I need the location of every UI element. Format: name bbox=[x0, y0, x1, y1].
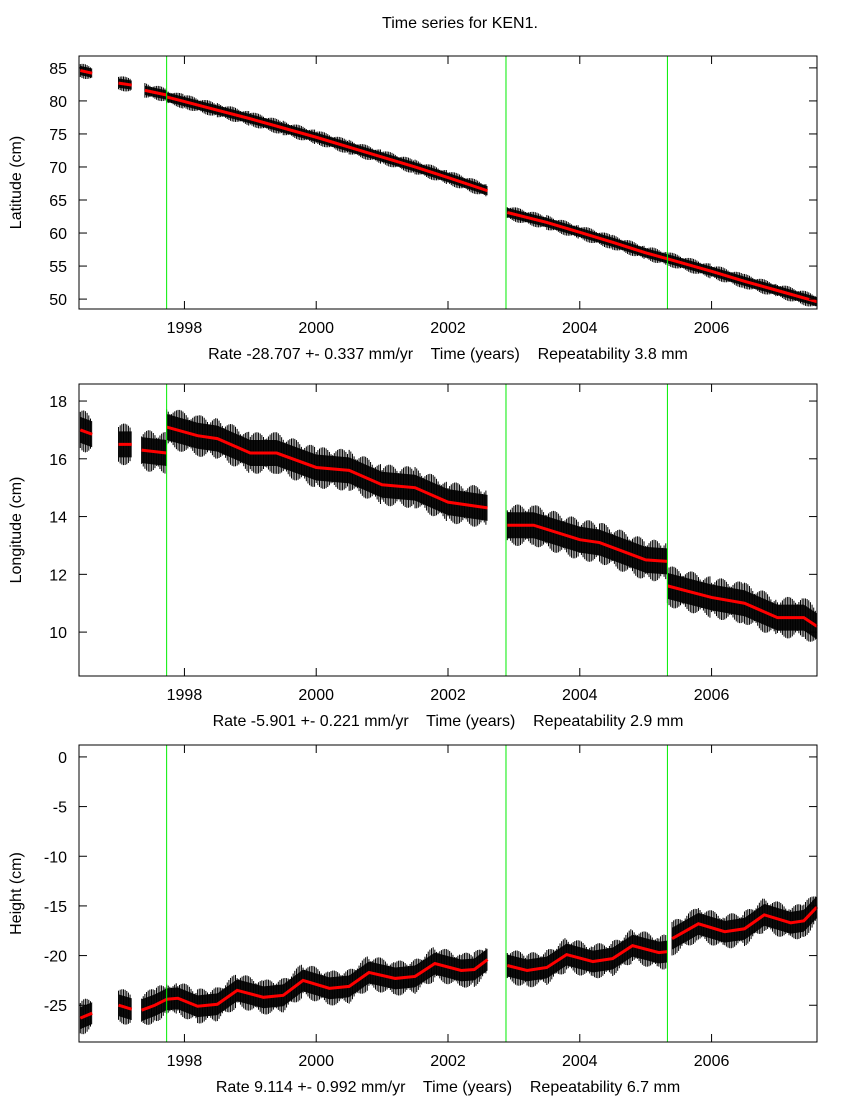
y-tick-label: -25 bbox=[44, 998, 67, 1015]
y-tick-label: 18 bbox=[49, 394, 67, 411]
x-tick-label: 1998 bbox=[167, 320, 203, 337]
x-axis-label: Rate -28.707 +- 0.337 mm/yr Time (years)… bbox=[208, 346, 688, 363]
x-tick-label: 2002 bbox=[430, 1053, 466, 1070]
rate-label: Rate -5.901 +- 0.221 mm/yr bbox=[213, 713, 410, 730]
model-fit-line bbox=[507, 523, 668, 563]
y-tick-label: 85 bbox=[49, 61, 67, 78]
x-tick-label: 2006 bbox=[694, 687, 730, 704]
model-fit-line bbox=[166, 95, 489, 193]
x-tick-label: 1998 bbox=[167, 1053, 203, 1070]
x-axis-label: Rate 9.114 +- 0.992 mm/yr Time (years) R… bbox=[216, 1079, 680, 1096]
model-fit-line bbox=[144, 88, 167, 97]
x-axis-label: Rate -5.901 +- 0.221 mm/yr Time (years) … bbox=[213, 713, 684, 730]
model-fit-line bbox=[671, 905, 819, 941]
x-tick-label: 2006 bbox=[694, 320, 730, 337]
y-axis-label: Latitude (cm) bbox=[8, 136, 25, 229]
x-tick-label: 2006 bbox=[694, 1053, 730, 1070]
model-fit-line bbox=[141, 448, 167, 455]
y-tick-label: 0 bbox=[58, 750, 67, 767]
repeatability-label: Repeatability 3.8 mm bbox=[520, 346, 688, 363]
x-tick-label: 2000 bbox=[298, 320, 334, 337]
y-tick-label: 55 bbox=[49, 259, 67, 276]
x-tick-label: 2002 bbox=[430, 687, 466, 704]
model-fit-line bbox=[79, 428, 93, 436]
y-tick-label: -10 bbox=[44, 849, 67, 866]
rate-label: Rate -28.707 +- 0.337 mm/yr bbox=[208, 346, 414, 363]
y-tick-label: -15 bbox=[44, 899, 67, 916]
model-fit-line bbox=[506, 211, 668, 261]
x-tick-label: 2004 bbox=[562, 1053, 598, 1070]
observation-band bbox=[507, 512, 668, 575]
y-tick-label: 12 bbox=[49, 567, 67, 584]
y-tick-label: 50 bbox=[49, 292, 67, 309]
y-tick-label: -5 bbox=[53, 800, 67, 817]
panel-3: 1998 2000 2002 2004 2006 0 -5 -10 -15 -20 -25 Heigh… bbox=[8, 744, 819, 1096]
y-tick-label: 75 bbox=[49, 127, 67, 144]
chart-title: Time series for KEN1. bbox=[382, 15, 538, 32]
panel-2: 1998 2000 2002 2004 2006 10 12 14 16 18 Longitude … bbox=[8, 383, 818, 730]
rate-label: Rate 9.114 +- 0.992 mm/yr bbox=[216, 1079, 406, 1096]
model-fit-line bbox=[79, 1011, 93, 1020]
y-tick-label: 14 bbox=[49, 510, 67, 527]
panel-1: 1998 2000 2002 2004 2006 50 55 60 65 70 75 80 85 Lati… bbox=[8, 55, 818, 363]
y-axis-label: Height (cm) bbox=[8, 852, 25, 935]
time-axis-label: Time (years) bbox=[405, 1079, 512, 1096]
observation-band bbox=[507, 934, 668, 982]
repeatability-label: Repeatability 6.7 mm bbox=[512, 1079, 680, 1096]
y-tick-label: 65 bbox=[49, 193, 67, 210]
y-tick-label: 16 bbox=[49, 452, 67, 469]
model-fit-line bbox=[166, 425, 488, 510]
repeatability-label: Repeatability 2.9 mm bbox=[515, 713, 683, 730]
model-fit-line bbox=[506, 944, 668, 973]
model-fit-line bbox=[141, 997, 168, 1012]
x-tick-label: 2002 bbox=[430, 320, 466, 337]
model-fit-line bbox=[118, 1003, 133, 1011]
y-tick-label: 80 bbox=[49, 94, 67, 111]
y-tick-label: 10 bbox=[49, 625, 67, 642]
time-axis-label: Time (years) bbox=[409, 713, 516, 730]
model-fit-line bbox=[166, 958, 489, 1008]
y-tick-label: 60 bbox=[49, 226, 67, 243]
y-axis-label: Longitude (cm) bbox=[8, 477, 25, 584]
model-fit-line bbox=[118, 81, 132, 87]
x-tick-label: 2004 bbox=[562, 687, 598, 704]
y-tick-label: -20 bbox=[44, 949, 67, 966]
x-tick-label: 2004 bbox=[562, 320, 598, 337]
model-fit-line bbox=[667, 257, 818, 304]
x-tick-label: 2000 bbox=[298, 687, 334, 704]
time-axis-label: Time (years) bbox=[413, 346, 520, 363]
x-tick-label: 2000 bbox=[298, 1053, 334, 1070]
model-fit-line bbox=[667, 584, 818, 628]
model-fit-line bbox=[79, 69, 93, 75]
y-tick-label: 70 bbox=[49, 160, 67, 177]
x-tick-label: 1998 bbox=[167, 687, 203, 704]
